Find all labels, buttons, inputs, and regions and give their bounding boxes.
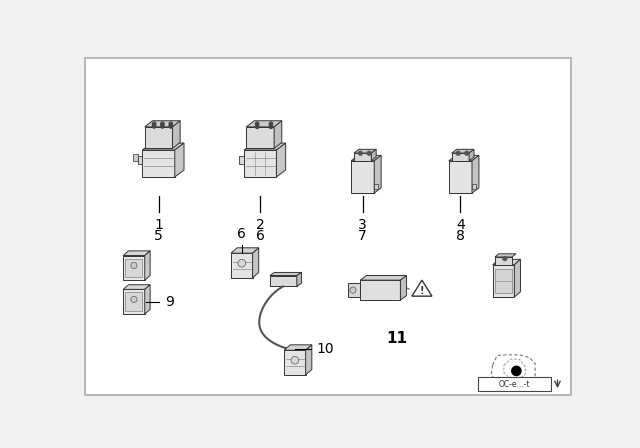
Polygon shape xyxy=(125,258,143,277)
Polygon shape xyxy=(401,276,406,300)
Polygon shape xyxy=(239,156,244,164)
Text: 9: 9 xyxy=(164,295,173,309)
Polygon shape xyxy=(515,259,520,297)
Polygon shape xyxy=(175,143,184,177)
Polygon shape xyxy=(351,155,381,161)
Polygon shape xyxy=(449,155,479,161)
Text: OC-e...-t: OC-e...-t xyxy=(499,379,531,388)
Text: 6: 6 xyxy=(237,227,246,241)
Polygon shape xyxy=(276,143,285,177)
Polygon shape xyxy=(351,161,374,193)
FancyBboxPatch shape xyxy=(86,58,570,395)
Polygon shape xyxy=(145,127,172,148)
Polygon shape xyxy=(123,251,150,255)
Polygon shape xyxy=(246,121,282,127)
Polygon shape xyxy=(172,121,180,148)
Polygon shape xyxy=(138,156,143,164)
Polygon shape xyxy=(493,259,520,265)
Text: 11: 11 xyxy=(387,331,408,346)
Circle shape xyxy=(503,257,507,260)
Text: 3: 3 xyxy=(358,218,367,232)
Polygon shape xyxy=(472,155,479,193)
Polygon shape xyxy=(145,285,150,314)
Polygon shape xyxy=(123,255,145,280)
Polygon shape xyxy=(143,150,175,177)
Circle shape xyxy=(152,122,156,125)
Polygon shape xyxy=(133,154,138,161)
Polygon shape xyxy=(231,253,253,278)
Polygon shape xyxy=(348,283,360,297)
Circle shape xyxy=(350,287,356,293)
Polygon shape xyxy=(354,153,371,161)
Text: 2: 2 xyxy=(256,218,264,232)
Polygon shape xyxy=(145,251,150,280)
Circle shape xyxy=(358,151,362,155)
Polygon shape xyxy=(469,149,474,161)
Circle shape xyxy=(512,366,521,375)
Polygon shape xyxy=(123,289,145,314)
Circle shape xyxy=(161,122,164,125)
Polygon shape xyxy=(452,149,474,153)
Polygon shape xyxy=(145,121,180,127)
Polygon shape xyxy=(495,269,512,293)
Polygon shape xyxy=(270,276,297,286)
Polygon shape xyxy=(472,184,476,189)
Circle shape xyxy=(269,125,273,129)
Polygon shape xyxy=(493,265,515,297)
Polygon shape xyxy=(123,285,150,289)
Polygon shape xyxy=(354,149,376,153)
Text: 6: 6 xyxy=(256,229,265,243)
Polygon shape xyxy=(253,248,259,278)
Circle shape xyxy=(238,259,246,267)
Polygon shape xyxy=(143,143,184,150)
Circle shape xyxy=(161,125,164,128)
Text: !: ! xyxy=(420,286,424,296)
Polygon shape xyxy=(244,150,276,177)
Polygon shape xyxy=(374,184,378,189)
Text: 4: 4 xyxy=(456,218,465,232)
Text: 7: 7 xyxy=(358,229,367,243)
Circle shape xyxy=(465,151,468,155)
Polygon shape xyxy=(306,345,312,375)
Polygon shape xyxy=(270,272,301,276)
Circle shape xyxy=(269,122,273,125)
Text: 1: 1 xyxy=(154,218,163,232)
Polygon shape xyxy=(284,345,312,350)
Text: 8: 8 xyxy=(456,229,465,243)
Polygon shape xyxy=(125,293,143,311)
Polygon shape xyxy=(360,276,406,280)
Circle shape xyxy=(152,125,156,128)
Polygon shape xyxy=(495,254,516,257)
Polygon shape xyxy=(452,153,469,161)
Text: 10: 10 xyxy=(316,342,334,357)
Polygon shape xyxy=(284,350,306,375)
Circle shape xyxy=(255,122,259,125)
Polygon shape xyxy=(360,280,401,300)
Circle shape xyxy=(131,296,137,302)
Text: 5: 5 xyxy=(154,229,163,243)
Polygon shape xyxy=(371,149,376,161)
Polygon shape xyxy=(244,143,285,150)
FancyBboxPatch shape xyxy=(478,377,551,391)
Polygon shape xyxy=(246,127,274,148)
Circle shape xyxy=(291,356,299,364)
Circle shape xyxy=(169,125,172,128)
Polygon shape xyxy=(231,248,259,253)
Polygon shape xyxy=(495,257,512,265)
Circle shape xyxy=(255,125,259,129)
Circle shape xyxy=(367,151,371,155)
Polygon shape xyxy=(274,121,282,148)
Circle shape xyxy=(169,122,172,125)
Polygon shape xyxy=(374,155,381,193)
Polygon shape xyxy=(449,161,472,193)
Polygon shape xyxy=(297,272,301,286)
Circle shape xyxy=(456,151,460,155)
Circle shape xyxy=(131,263,137,269)
